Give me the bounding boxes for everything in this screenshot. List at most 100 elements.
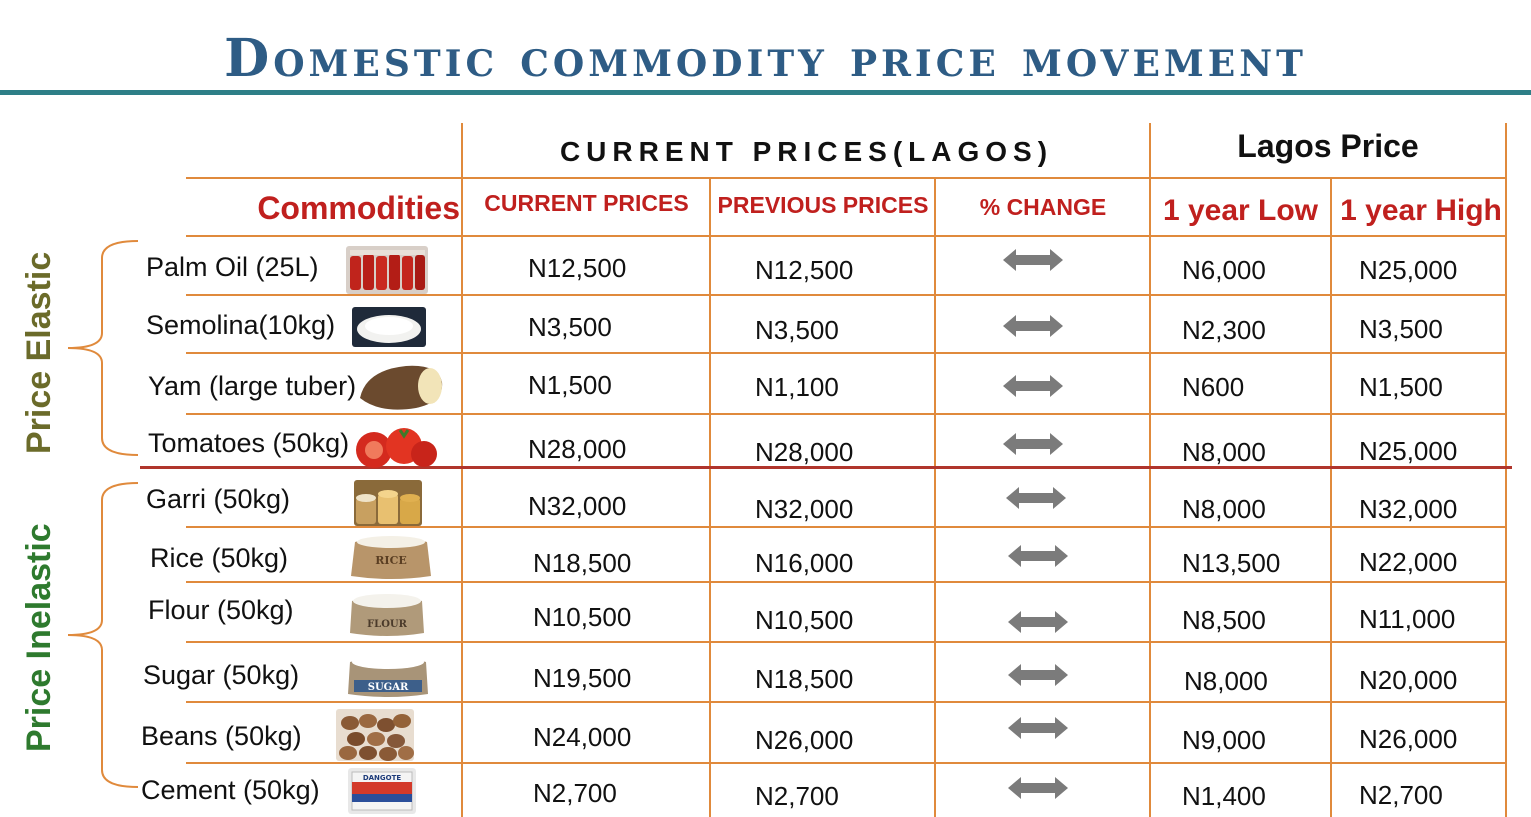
price-elastic-brace xyxy=(67,240,139,456)
one-year-low-cell: N1,400 xyxy=(1182,781,1266,811)
title-underline xyxy=(0,90,1531,95)
cement-bag-image: DANGOTE xyxy=(348,768,416,814)
commodity-name: Semolina(10kg) xyxy=(146,310,336,340)
one-year-low-cell: N9,000 xyxy=(1182,725,1266,755)
one-year-high-cell: N25,000 xyxy=(1359,436,1458,466)
grid-hline xyxy=(186,294,1507,296)
sugar-sack-image: SUGAR xyxy=(348,655,428,697)
one-year-low-cell: N6,000 xyxy=(1182,255,1266,285)
grid-vline xyxy=(709,177,711,817)
commodity-name: Cement (50kg) xyxy=(141,775,320,805)
rice-sack-label: RICE xyxy=(375,554,406,567)
commodity-name: Tomatoes (50kg) xyxy=(148,428,350,458)
grid-hline xyxy=(186,177,1507,179)
grid-vline xyxy=(1149,123,1151,817)
previous-price-cell: N16,000 xyxy=(755,548,854,578)
percent-change-header: % CHANGE xyxy=(979,194,1107,220)
one-year-high-cell: N26,000 xyxy=(1359,724,1458,754)
previous-prices-header: PREVIOUS PRICES xyxy=(717,192,929,218)
price-inelastic-label: Price Inelastic xyxy=(20,523,58,752)
current-price-cell: N28,000 xyxy=(528,434,627,464)
grid-hline xyxy=(186,235,1507,237)
grid-vline xyxy=(934,177,936,817)
commodity-name: Beans (50kg) xyxy=(141,721,302,751)
previous-price-cell: N28,000 xyxy=(755,437,854,467)
grid-hline xyxy=(186,762,1507,764)
sugar-sack-label: SUGAR xyxy=(368,682,409,693)
grid-hline xyxy=(186,701,1507,703)
double-arrow-icon xyxy=(1003,375,1063,397)
current-price-cell: N12,500 xyxy=(528,253,627,283)
current-price-cell: N3,500 xyxy=(528,312,612,342)
garri-image xyxy=(354,480,422,526)
price-inelastic-brace xyxy=(67,482,139,788)
previous-price-cell: N26,000 xyxy=(755,725,854,755)
double-arrow-icon xyxy=(1003,433,1063,455)
yam-image xyxy=(360,365,443,410)
previous-price-cell: N32,000 xyxy=(755,494,854,524)
one-year-high-cell: N20,000 xyxy=(1359,665,1458,695)
one-year-low-cell: N8,000 xyxy=(1182,494,1266,524)
grid-vline xyxy=(1505,123,1507,817)
current-price-cell: N2,700 xyxy=(533,778,617,808)
lagos-price-header: Lagos Price xyxy=(1237,128,1419,164)
one-year-high-cell: N25,000 xyxy=(1359,255,1458,285)
one-year-low-cell: N13,500 xyxy=(1182,548,1281,578)
grid-hline xyxy=(186,641,1507,643)
current-price-cell: N18,500 xyxy=(533,548,632,578)
one-year-low-cell: N8,500 xyxy=(1182,605,1266,635)
current-price-cell: N10,500 xyxy=(533,602,632,632)
grid-vline xyxy=(1330,177,1332,817)
flour-sack-label: FLOUR xyxy=(367,619,408,630)
current-price-cell: N32,000 xyxy=(528,491,627,521)
grid-vline xyxy=(461,123,463,817)
grid-hline xyxy=(186,352,1507,354)
page-title: Domestic commodity price movement xyxy=(224,28,1307,89)
grid-hline xyxy=(186,581,1507,583)
one-year-high-cell: N2,700 xyxy=(1359,780,1443,810)
double-arrow-icon xyxy=(1008,777,1068,799)
one-year-high-cell: N22,000 xyxy=(1359,547,1458,577)
elastic-inelastic-divider xyxy=(140,466,1512,469)
previous-price-cell: N10,500 xyxy=(755,605,854,635)
commodity-name: Sugar (50kg) xyxy=(143,660,300,690)
commodities-header: Commodities xyxy=(257,190,460,226)
one-year-low-cell: N8,000 xyxy=(1182,437,1266,467)
commodity-name: Rice (50kg) xyxy=(150,543,289,573)
double-arrow-icon xyxy=(1008,611,1068,633)
commodity-name: Garri (50kg) xyxy=(146,484,291,514)
one-year-low-cell: N2,300 xyxy=(1182,315,1266,345)
double-arrow-icon xyxy=(1008,545,1068,567)
semolina-image xyxy=(352,307,426,347)
one-year-low-cell: N8,000 xyxy=(1184,666,1268,696)
current-price-cell: N1,500 xyxy=(528,370,612,400)
one-year-low-header: 1 year Low xyxy=(1162,194,1319,227)
double-arrow-icon xyxy=(1008,717,1068,739)
commodity-name: Yam (large tuber) xyxy=(148,371,357,401)
price-elastic-label: Price Elastic xyxy=(20,251,58,454)
one-year-low-cell: N600 xyxy=(1182,372,1245,402)
double-arrow-icon xyxy=(1006,487,1066,509)
one-year-high-cell: N11,000 xyxy=(1359,604,1456,634)
previous-price-cell: N3,500 xyxy=(755,315,839,345)
previous-price-cell: N2,700 xyxy=(755,781,839,811)
current-price-cell: N19,500 xyxy=(533,663,632,693)
current-price-cell: N24,000 xyxy=(533,722,632,752)
tomatoes-image xyxy=(356,428,437,468)
commodity-name: Palm Oil (25L) xyxy=(146,252,319,282)
double-arrow-icon xyxy=(1003,315,1063,337)
one-year-high-header: 1 year High xyxy=(1340,194,1502,227)
current-prices-lagos-header: CURRENT PRICES(LAGOS) xyxy=(559,136,1054,167)
current-prices-header: CURRENT PRICES xyxy=(484,190,689,216)
double-arrow-icon xyxy=(1003,249,1063,271)
flour-sack-image: FLOUR xyxy=(350,594,424,636)
previous-price-cell: N12,500 xyxy=(755,255,854,285)
cement-brand-label: DANGOTE xyxy=(363,774,402,782)
beans-image xyxy=(336,709,414,761)
palm-oil-image xyxy=(346,246,428,294)
double-arrow-icon xyxy=(1008,664,1068,686)
one-year-high-cell: N32,000 xyxy=(1359,494,1458,524)
one-year-high-cell: N3,500 xyxy=(1359,314,1443,344)
previous-price-cell: N1,100 xyxy=(755,372,839,402)
rice-sack-image: RICE xyxy=(351,536,431,579)
